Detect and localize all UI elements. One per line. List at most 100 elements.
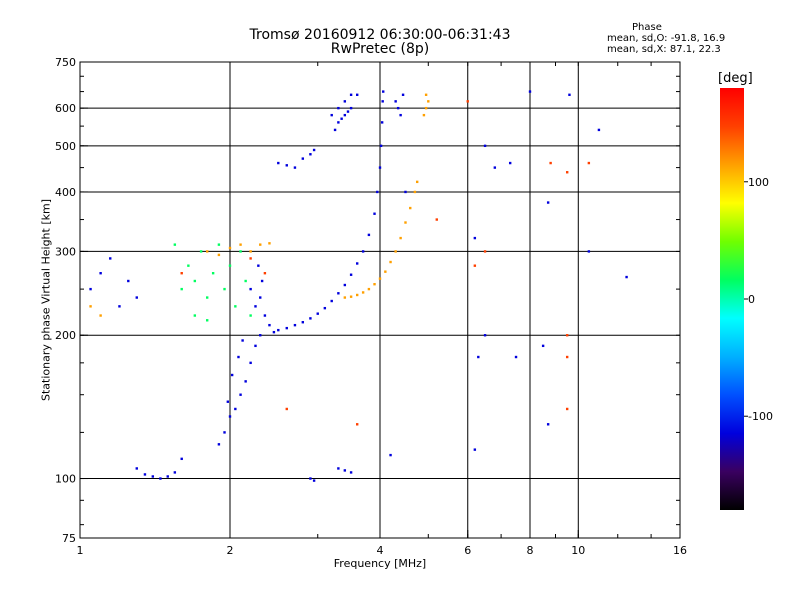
data-point [151,475,155,478]
data-point [541,344,545,348]
data-point [343,100,347,103]
data-point [285,326,288,330]
data-point [180,272,183,275]
data-point [477,355,480,359]
data-point [349,106,353,110]
data-point [549,161,552,165]
data-point [349,273,353,276]
data-point [228,246,232,250]
data-point [312,148,316,152]
data-point [568,93,571,96]
data-point [565,171,569,174]
data-point [508,161,512,165]
data-point [587,250,591,253]
colorbar [720,88,744,510]
x-tick-label: 8 [527,544,534,557]
data-point [565,334,569,337]
data-point [349,93,353,96]
data-point [343,283,347,287]
data-point [228,415,232,418]
phase-heading: Phase [632,22,662,33]
data-point [180,457,183,461]
data-point [254,305,257,308]
data-point [349,295,353,298]
data-point [249,250,252,253]
y-tick-label: 300 [55,245,76,258]
data-point [376,190,379,194]
data-point [330,299,333,303]
data-point [135,467,138,470]
data-point [413,190,417,194]
data-point [249,361,252,365]
colorbar-tick-label: -100 [748,410,773,423]
x-axis-label: Frequency [MHz] [333,557,427,570]
data-point [355,293,359,297]
data-point [259,296,262,299]
data-point [483,144,487,148]
data-point [597,128,601,132]
data-point [237,355,240,359]
data-point [173,243,177,246]
data-point [333,128,337,132]
data-point [565,407,569,411]
data-point [378,166,382,169]
data-point [277,161,280,165]
data-point [316,312,319,315]
data-point [343,296,347,299]
data-point [127,279,130,283]
data-point [546,201,550,204]
data-point [263,272,267,275]
x-tick-label: 4 [377,544,384,557]
data-point [409,206,412,210]
data-point [199,250,203,253]
data-point [239,393,242,396]
data-point [89,287,92,291]
data-point [355,262,359,265]
data-point [173,471,177,474]
data-point [257,264,260,267]
data-point [234,407,237,411]
data-point [249,257,252,260]
data-point [587,161,591,165]
data-point [166,475,169,478]
data-point [367,287,371,291]
data-point [118,305,121,308]
data-point [424,106,428,110]
data-point [330,113,333,117]
data-point [378,277,382,280]
data-point [337,121,340,124]
data-point [355,423,359,426]
data-point [415,180,419,184]
data-point [355,93,359,96]
y-tick-label: 200 [55,329,76,342]
data-point [528,90,532,93]
data-point [193,279,197,283]
chart-title: Tromsø 20160912 06:30:00-06:31:43 [249,27,511,43]
data-point [268,323,271,327]
data-point [466,100,469,103]
data-point [217,253,221,257]
data-point [546,423,550,426]
y-tick-label: 400 [55,186,76,199]
data-point [422,113,426,117]
data-point [277,328,280,332]
colorbar-tick-label: 0 [748,293,755,306]
data-point [180,287,183,291]
data-point [382,90,385,93]
data-point [473,264,477,267]
data-point [99,314,102,317]
phase-x-mode-stats: mean, sd,X: 87.1, 22.3 [607,44,721,55]
data-point [89,305,92,308]
data-point [234,305,237,308]
data-point [241,339,244,342]
data-point [205,296,209,299]
y-tick-label: 750 [55,56,76,69]
data-point [217,443,221,446]
data-point [228,264,232,267]
data-point [323,306,327,310]
data-point [244,279,247,283]
data-point [239,243,242,246]
data-point [473,236,477,240]
data-point [427,100,430,103]
